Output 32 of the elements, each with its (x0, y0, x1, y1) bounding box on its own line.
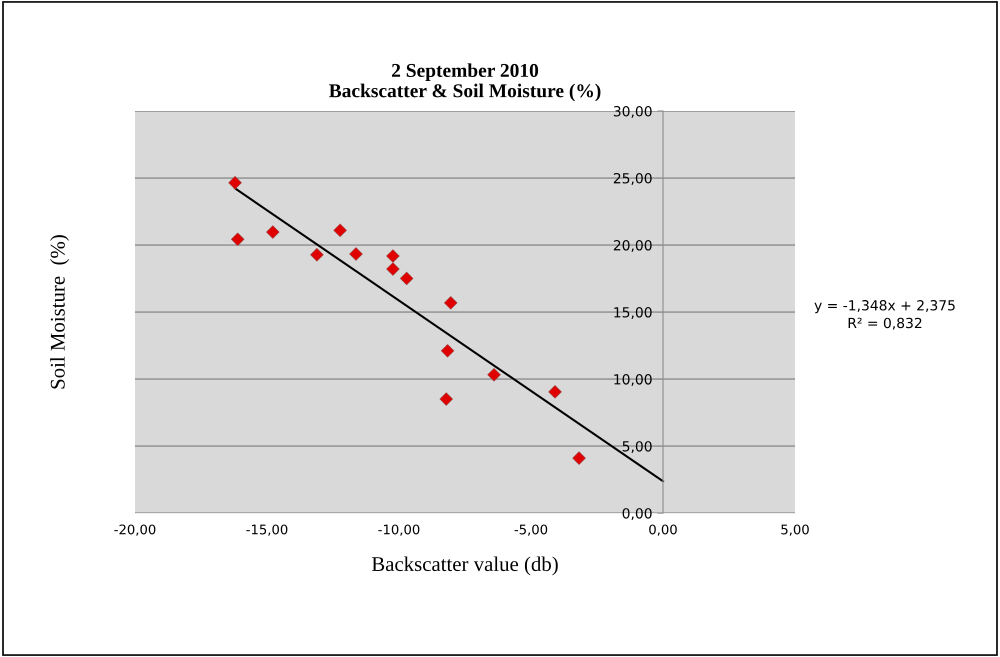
point (400, 272, 414, 286)
x-tick-label: -15,00 (246, 524, 288, 536)
point (487, 368, 501, 382)
point (440, 392, 453, 406)
x-tick-label: 5,00 (781, 524, 809, 536)
y-axis-title: Soil Moisture (%) (50, 235, 69, 389)
x-tick-label: -5,00 (514, 524, 548, 536)
point (548, 385, 562, 399)
y-tick-label: 30,00 (614, 106, 652, 118)
y-tick-label: 0,00 (622, 508, 652, 520)
y-tick-label: 10,00 (614, 374, 652, 386)
point (266, 225, 280, 239)
point (230, 232, 244, 246)
point (572, 451, 586, 465)
y-tick-label: 25,00 (614, 173, 652, 185)
x-tick-label: -20,00 (114, 524, 156, 536)
point (349, 247, 363, 261)
point (386, 249, 400, 263)
y-tick-label: 5,00 (622, 441, 652, 453)
chart-title: 2 September 2010 Backscatter & Soil Moisture (%) (329, 63, 600, 102)
x-axis-title: Backscatter value (db) (372, 556, 558, 576)
y-tick-label: 20,00 (614, 240, 652, 252)
point (444, 296, 458, 310)
point (228, 176, 242, 190)
point (310, 248, 324, 262)
text: y = -1,348x + 2,375 R² = 0,832 (814, 300, 955, 330)
point (440, 344, 454, 358)
point (333, 224, 347, 238)
y-tick-label: 15,00 (614, 307, 652, 319)
point (386, 262, 400, 276)
x-tick-label: 0,00 (649, 524, 677, 536)
x-tick-label: -10,00 (378, 524, 420, 536)
